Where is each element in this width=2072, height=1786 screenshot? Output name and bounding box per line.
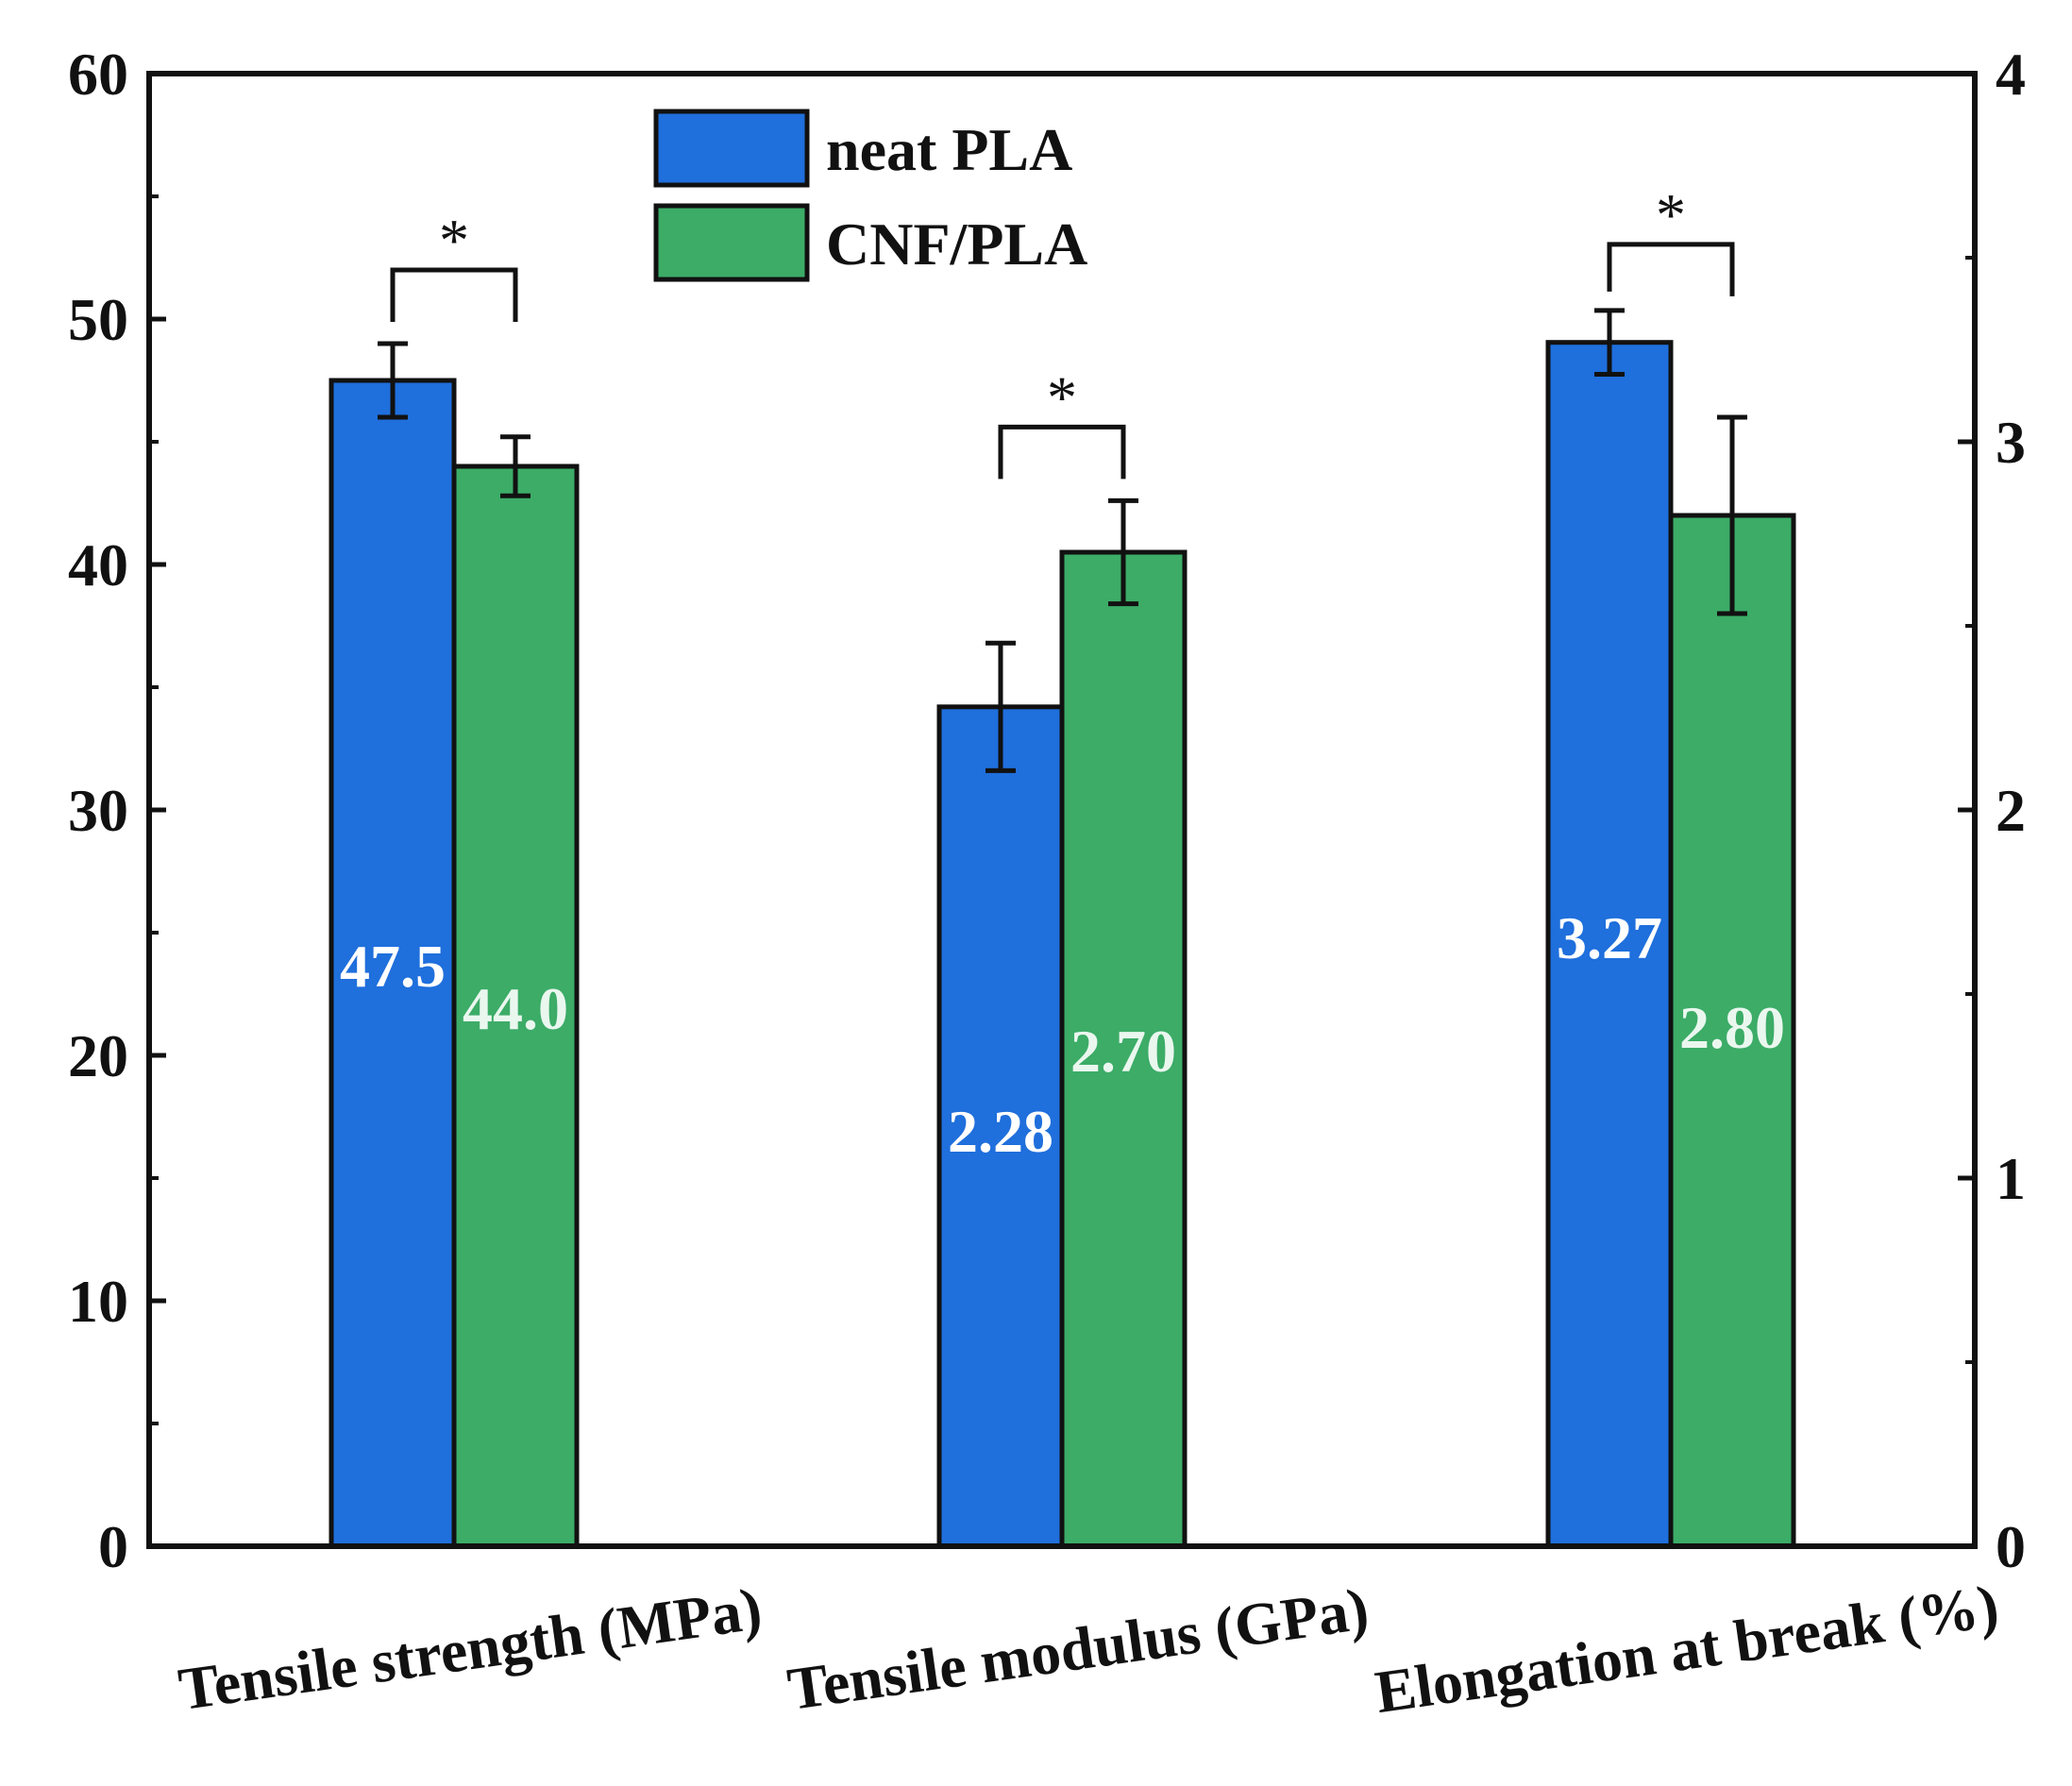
right-tick-label: 0 [1996,1513,2026,1580]
right-tick-label: 4 [1996,41,2026,108]
data-label: 2.70 [1070,1018,1176,1085]
category-label: Elongation at break (%) [1372,1572,2003,1726]
data-label: 2.28 [948,1098,1053,1165]
left-tick-label: 20 [68,1022,128,1089]
significance-bracket [390,267,518,322]
data-label: 3.27 [1557,904,1662,971]
right-tick-label: 1 [1996,1145,2026,1212]
left-tick-label: 0 [98,1513,128,1580]
bar-neat-pla [1545,340,1674,1549]
legend-swatch-cnf-pla [653,203,810,282]
bar-neat-pla [328,378,457,1549]
legend-swatch-neat-pla [653,109,810,188]
bar-cnf-pla [1059,549,1188,1549]
left-tick-label: 30 [68,777,128,844]
significance-layer: * * * [390,181,1735,480]
right-tick-label: 2 [1996,777,2026,844]
axes-layer: 0 10 20 30 40 50 60 0 1 2 3 4 [68,41,2026,1580]
data-label: 2.80 [1679,994,1785,1061]
plot-border [146,71,1978,1549]
left-tick-label: 50 [68,286,128,353]
left-tick-label: 40 [68,531,128,598]
error-bars-layer [378,308,1747,773]
significance-star: * [1047,363,1077,430]
legend: neat PLA CNF/PLA [653,109,1087,282]
legend-label: neat PLA [826,116,1072,183]
left-tick-label: 10 [68,1268,128,1335]
category-label: Tensile modulus (GPa) [783,1575,1373,1723]
significance-bracket [998,424,1126,480]
plot-frame [146,71,1978,1549]
bar-cnf-pla [451,463,580,1549]
significance-star: * [1656,181,1686,248]
significance-star: * [439,207,469,274]
category-label: Tensile strength (MPa) [175,1575,766,1723]
data-label: 47.5 [340,933,446,1000]
significance-bracket [1607,242,1735,296]
legend-label: CNF/PLA [826,211,1087,278]
left-tick-label: 60 [68,41,128,108]
right-tick-label: 3 [1996,409,2026,476]
data-label: 44.0 [463,975,568,1042]
